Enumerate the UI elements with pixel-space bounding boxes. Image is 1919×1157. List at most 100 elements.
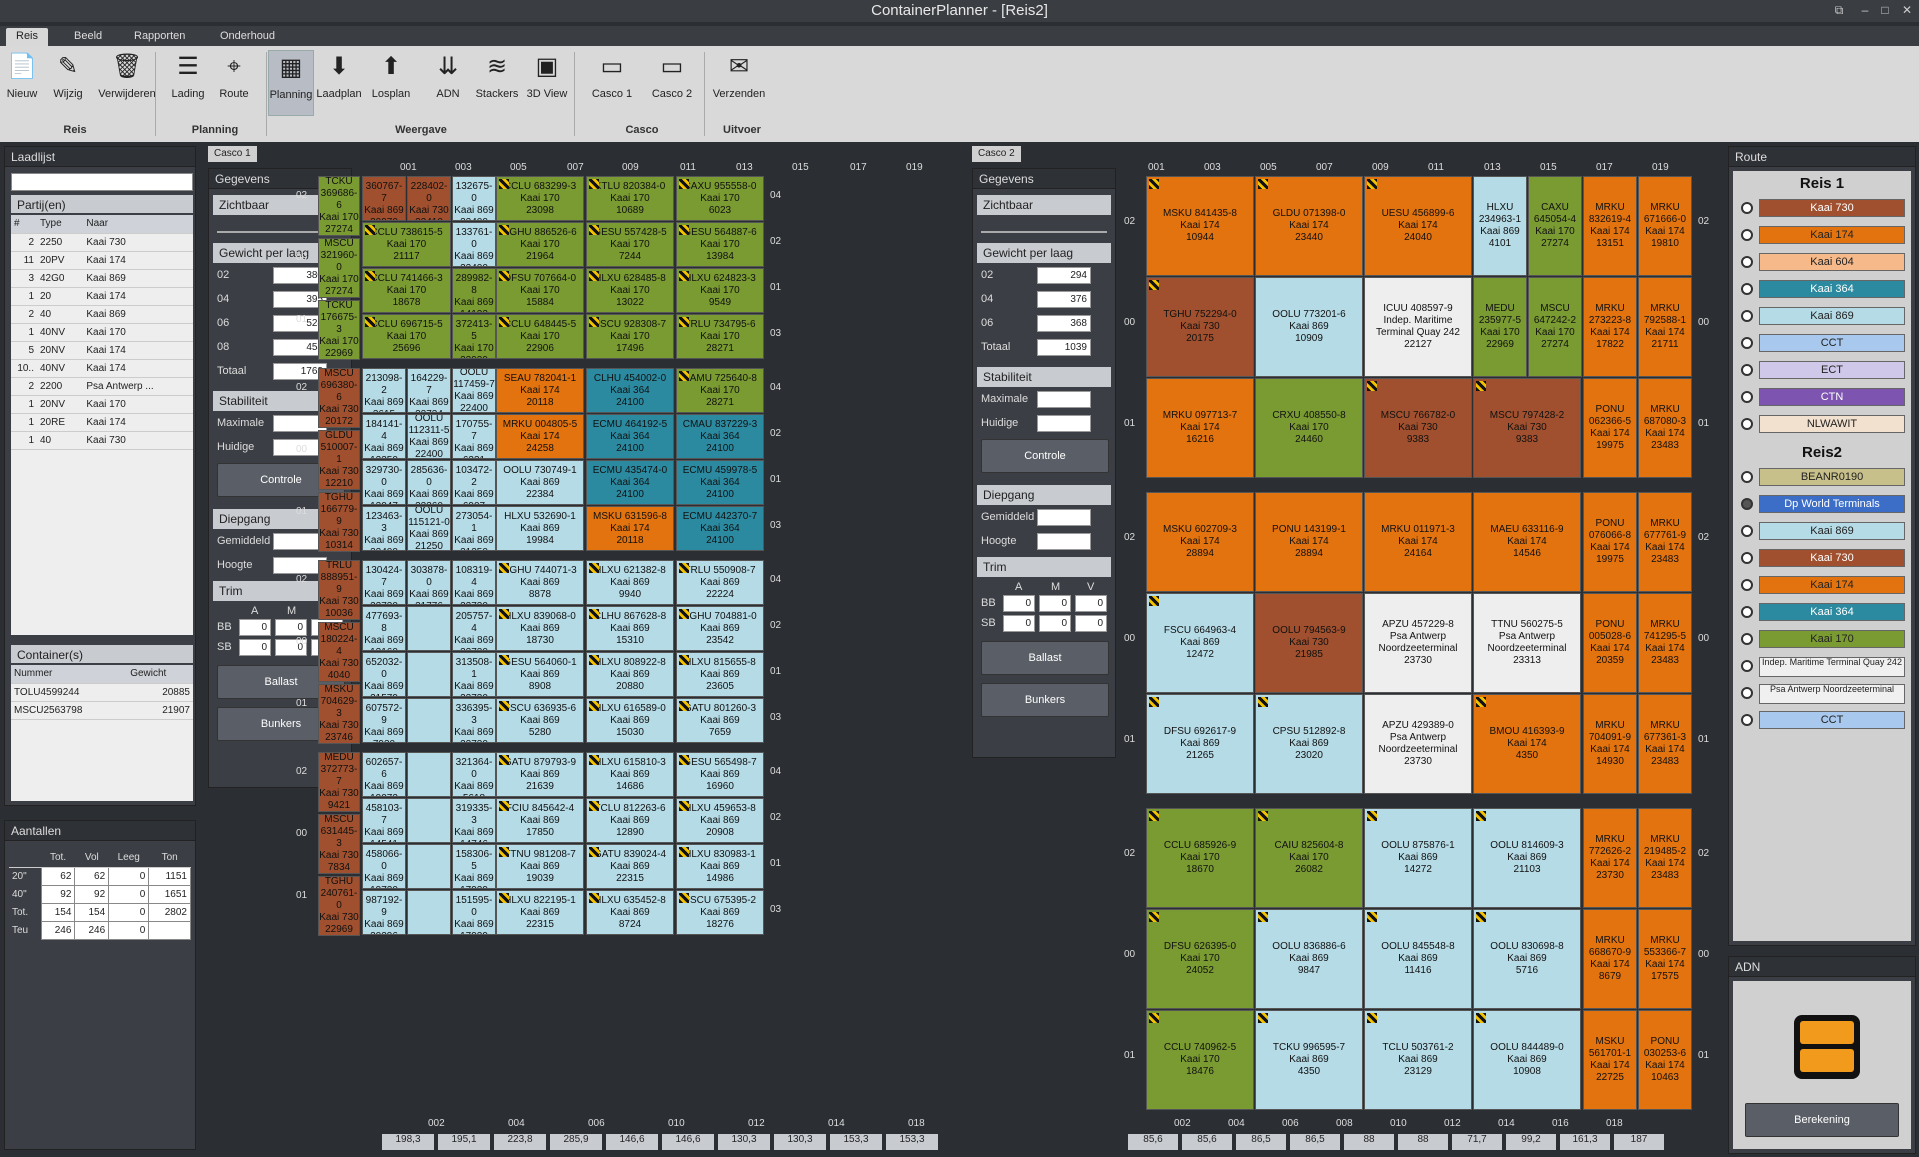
- container-slot[interactable]: MEDU 235977-5 Kaai 170 22969: [1473, 277, 1527, 377]
- route-item[interactable]: Psa Antwerp Noordzeeterminal: [1759, 684, 1905, 704]
- container-slot[interactable]: MSCU 321960-0 Kaai 170 27274: [318, 238, 360, 298]
- container-slot[interactable]: ECMU 464192-5 Kaai 364 24100: [586, 414, 674, 459]
- container-slot[interactable]: HLXU 234963-1 Kaai 869 4101: [1473, 176, 1527, 276]
- route-item[interactable]: Kaai 730: [1759, 199, 1905, 217]
- trim-field[interactable]: 0: [1075, 595, 1107, 612]
- container-slot[interactable]: PONU 030253-6 Kaai 174 10463: [1638, 1010, 1692, 1110]
- container-slot[interactable]: CCLU 683299-3 Kaai 170 23098: [496, 176, 584, 221]
- container-slot[interactable]: MSKU 841435-8 Kaai 174 10944: [1146, 176, 1254, 276]
- container-slot[interactable]: KTLU 820384-0 Kaai 170 10689: [586, 176, 674, 221]
- table-row[interactable]: 2 2200 Psa Antwerp ...: [11, 377, 193, 396]
- container-slot[interactable]: MRKU 671666-0 Kaai 174 19810: [1638, 176, 1692, 276]
- partijen-table[interactable]: # Type Naar 2 2250 Kaai 730 11 20PV Kaai 174 3 42G…: [11, 215, 193, 635]
- container-slot[interactable]: MRKU 792588-1 Kaai 174 21711: [1638, 277, 1692, 377]
- container-slot[interactable]: MRKU 704091-9 Kaai 174 14930: [1583, 694, 1637, 794]
- column-header[interactable]: Naar: [83, 215, 193, 234]
- tab-rapporten[interactable]: Rapporten: [134, 30, 186, 42]
- container-slot[interactable]: MRKU 004805-5 Kaai 174 24258: [496, 414, 584, 459]
- route-item[interactable]: Kaai 174: [1759, 576, 1905, 594]
- container-slot[interactable]: MSCU 696380-6 Kaai 730 20172: [318, 368, 360, 428]
- container-slot[interactable]: MSCU 797428-2 Kaai 730 9383: [1473, 378, 1581, 478]
- minimize-button[interactable]: –: [1861, 3, 1869, 17]
- route-radio[interactable]: [1741, 256, 1753, 268]
- container-slot[interactable]: [407, 606, 451, 651]
- container-slot[interactable]: HLXU 628485-8 Kaai 170 13022: [586, 268, 674, 313]
- container-slot[interactable]: MRKU 011971-3 Kaai 174 24164: [1364, 492, 1472, 592]
- container-slot[interactable]: GATU 879793-9 Kaai 869 21639: [496, 752, 584, 797]
- layer-weight-field[interactable]: 395: [273, 291, 327, 308]
- route-item[interactable]: Kaai 364: [1759, 603, 1905, 621]
- container-slot[interactable]: MRKU 832619-4 Kaai 174 13151: [1583, 176, 1637, 276]
- container-slot[interactable]: CCLU 740962-5 Kaai 170 18476: [1146, 1010, 1254, 1110]
- container-slot[interactable]: CAIU 825604-8 Kaai 170 26082: [1255, 808, 1363, 908]
- container-slot[interactable]: ECMU 459978-5 Kaai 364 24100: [676, 460, 764, 505]
- route-item[interactable]: Kaai 604: [1759, 253, 1905, 271]
- container-slot[interactable]: HLXU 621382-8 Kaai 869 9940: [586, 560, 674, 605]
- container-slot[interactable]: MRKU 097713-7 Kaai 174 16216: [1146, 378, 1254, 478]
- bunkers-button[interactable]: Bunkers: [981, 683, 1109, 717]
- container-slot[interactable]: MRKU 273223-8 Kaai 174 17822: [1583, 277, 1637, 377]
- containers-table[interactable]: Nummer Gewicht TOLU4599244 20885 MSCU2563798…: [11, 665, 193, 801]
- container-slot[interactable]: OOLU 115121-0 Kaai 869 21250: [407, 506, 451, 551]
- container-slot[interactable]: MRKU 741295-5 Kaai 174 23483: [1638, 593, 1692, 693]
- table-row[interactable]: 1 20 Kaai 174: [11, 287, 193, 306]
- route-radio[interactable]: [1741, 687, 1753, 699]
- route-radio[interactable]: [1741, 714, 1753, 726]
- table-row[interactable]: 2 40 Kaai 869: [11, 305, 193, 324]
- table-row[interactable]: 1 20RE Kaai 174: [11, 413, 193, 432]
- route-item[interactable]: NLWAWIT: [1759, 415, 1905, 433]
- container-slot[interactable]: CCLU 648445-5 Kaai 170 22906: [496, 314, 584, 359]
- casco2-tab[interactable]: Casco 2: [972, 146, 1021, 162]
- container-slot[interactable]: CLHU 454002-0 Kaai 364 24100: [586, 368, 674, 413]
- container-slot[interactable]: MSCU 647242-2 Kaai 170 27274: [1528, 277, 1582, 377]
- ribbon-button-wijzig[interactable]: ✎ Wijzig: [50, 50, 86, 116]
- hoogte-field[interactable]: [1037, 533, 1091, 550]
- container-slot[interactable]: HLXU 459653-8 Kaai 869 20908: [676, 798, 764, 843]
- container-slot[interactable]: HLXU 635452-8 Kaai 869 8724: [586, 890, 674, 935]
- gemiddeld-field[interactable]: [1037, 509, 1091, 526]
- container-slot[interactable]: MSKU 631596-8 Kaai 174 20118: [586, 506, 674, 551]
- container-slot[interactable]: GATU 839024-4 Kaai 869 22315: [586, 844, 674, 889]
- container-slot[interactable]: HLXU 839068-0 Kaai 869 18730: [496, 606, 584, 651]
- ribbon-button-casco-1[interactable]: ▭ Casco 1: [586, 50, 638, 116]
- container-slot[interactable]: MAEU 633116-9 Kaai 174 14546: [1473, 492, 1581, 592]
- ribbon-button-verzenden[interactable]: ✉ Verzenden: [710, 50, 768, 116]
- container-slot[interactable]: CCLU 685926-9 Kaai 170 18670: [1146, 808, 1254, 908]
- container-slot[interactable]: TGHU 166779-9 Kaai 730 10314: [318, 492, 360, 552]
- container-slot[interactable]: OOLU 845548-8 Kaai 869 11416: [1364, 909, 1472, 1009]
- tab-reis[interactable]: Reis: [6, 28, 49, 46]
- container-slot[interactable]: TGHU 704881-0 Kaai 869 23542: [676, 606, 764, 651]
- container-slot[interactable]: OOLU 773201-6 Kaai 869 10909: [1255, 277, 1363, 377]
- ribbon-button-casco-2[interactable]: ▭ Casco 2: [646, 50, 698, 116]
- container-slot[interactable]: MSCU 180224-4 Kaai 730 4040: [318, 622, 360, 682]
- layer-weight-field[interactable]: 368: [1037, 315, 1091, 332]
- layer-weight-field[interactable]: 376: [1037, 291, 1091, 308]
- container-slot[interactable]: APZU 457229-8 Psa Antwerp Noordzeeterminal…: [1364, 593, 1472, 693]
- container-slot[interactable]: GLDU 071398-0 Kaai 174 23440: [1255, 176, 1363, 276]
- route-item[interactable]: CCT: [1759, 711, 1905, 729]
- layer-weight-field[interactable]: 294: [1037, 267, 1091, 284]
- maximize-button[interactable]: □: [1881, 3, 1889, 17]
- maximale-field[interactable]: [1037, 391, 1091, 408]
- container-slot[interactable]: TTNU 981208-7 Kaai 869 19039: [496, 844, 584, 889]
- tab-onderhoud[interactable]: Onderhoud: [220, 30, 276, 42]
- container-slot[interactable]: [407, 652, 451, 697]
- column-header[interactable]: #: [11, 215, 37, 234]
- ribbon-button-verwijderen[interactable]: 🗑 Verwijderen: [96, 50, 158, 116]
- container-slot[interactable]: GESU 564060-1 Kaai 869 8908: [496, 652, 584, 697]
- container-slot[interactable]: TGHU 886526-6 Kaai 170 21964: [496, 222, 584, 267]
